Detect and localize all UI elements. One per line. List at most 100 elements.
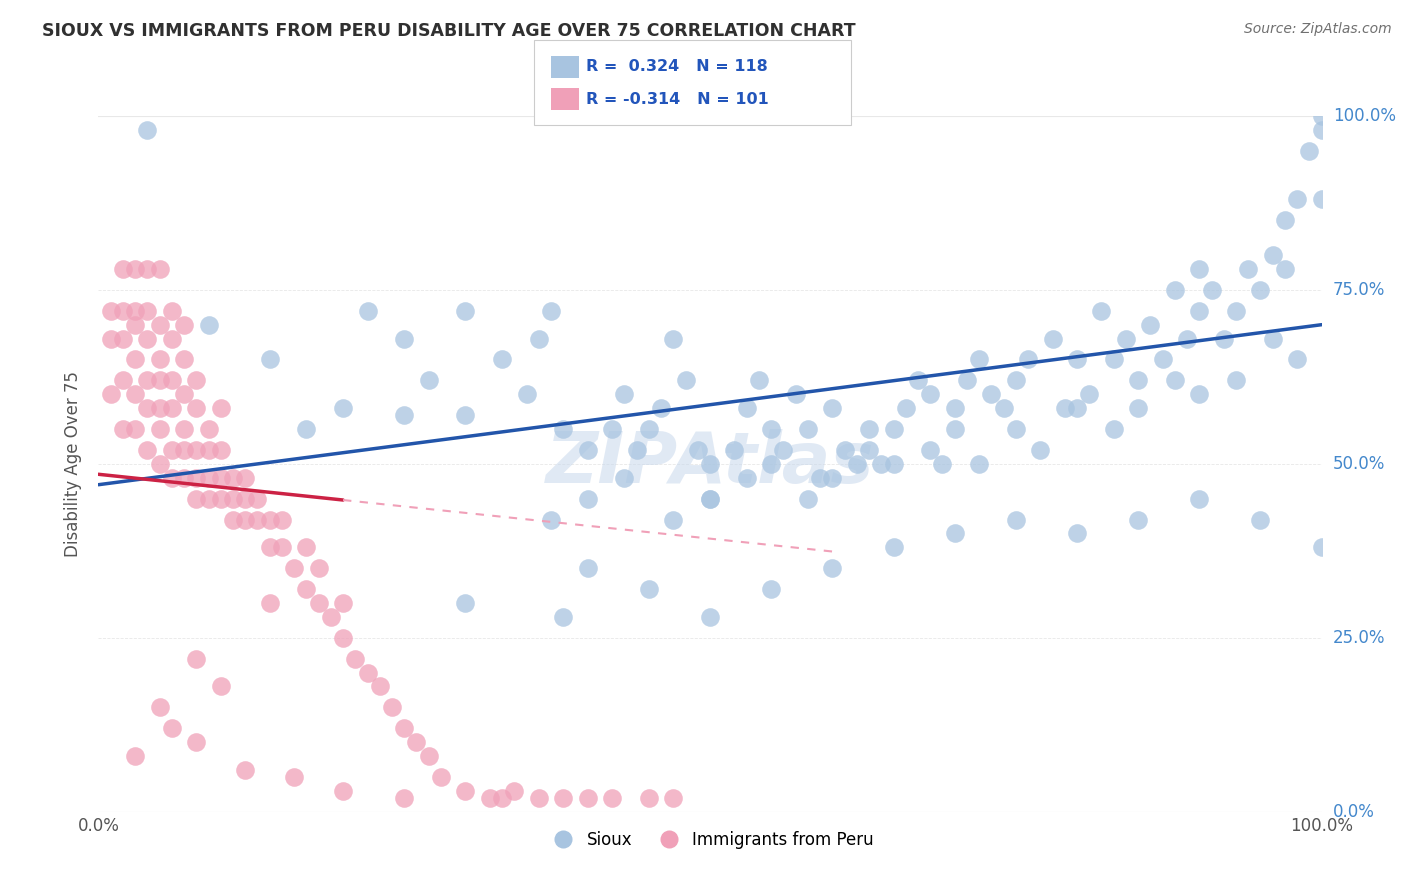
Point [761,422,783,436]
Point [761,457,783,471]
Point [173,442,195,457]
Text: 100.0%: 100.0% [1333,107,1396,125]
Point [136,373,159,387]
Point [1274,262,1296,277]
Point [1188,491,1211,506]
Point [920,442,942,457]
Point [160,303,183,318]
Point [1128,401,1150,416]
Point [186,401,208,416]
Point [1298,144,1320,158]
Point [553,790,575,805]
Point [173,471,195,485]
Point [233,491,256,506]
Point [686,442,709,457]
Point [454,408,477,422]
Point [308,561,330,575]
Point [160,471,183,485]
Point [160,332,183,346]
Point [295,422,318,436]
Point [246,512,269,526]
Point [967,457,990,471]
Text: Source: ZipAtlas.com: Source: ZipAtlas.com [1244,22,1392,37]
Point [553,422,575,436]
Point [503,784,526,798]
Point [149,352,172,367]
Point [858,442,880,457]
Point [600,790,623,805]
Point [332,596,354,610]
Text: R = -0.314   N = 101: R = -0.314 N = 101 [586,92,769,106]
Point [233,763,256,777]
Point [1128,373,1150,387]
Point [149,318,172,332]
Point [637,582,661,596]
Point [1115,332,1137,346]
Point [920,387,942,401]
Point [613,471,636,485]
Point [418,749,440,764]
Point [186,651,208,665]
Point [136,303,159,318]
Point [637,790,661,805]
Point [883,541,905,555]
Point [870,457,893,471]
Point [270,512,294,526]
Point [430,770,453,784]
Point [344,651,367,665]
Point [356,665,378,680]
Point [1164,283,1187,297]
Point [943,526,966,541]
Point [735,401,758,416]
Point [124,318,146,332]
Point [454,596,477,610]
Point [332,631,354,645]
Point [295,541,318,555]
Point [160,442,183,457]
Point [662,512,685,526]
Point [197,422,219,436]
Point [540,303,562,318]
Point [858,422,880,436]
Point [576,561,599,575]
Point [1004,512,1026,526]
Point [785,387,807,401]
Point [1261,332,1284,346]
Point [1017,352,1039,367]
Point [1249,283,1271,297]
Point [821,471,844,485]
Point [600,422,623,436]
Point [797,491,820,506]
Point [222,491,245,506]
Point [111,422,134,436]
Text: 0.0%: 0.0% [1333,803,1375,821]
Point [124,749,146,764]
Point [1102,352,1125,367]
Point [1188,303,1211,318]
Point [1261,248,1284,262]
Point [149,262,172,277]
Point [392,408,416,422]
Point [124,352,146,367]
Point [259,512,281,526]
Point [1066,526,1088,541]
Point [772,442,794,457]
Y-axis label: Disability Age Over 75: Disability Age Over 75 [65,371,83,557]
Legend: Sioux, Immigrants from Peru: Sioux, Immigrants from Peru [540,824,880,855]
Point [943,422,966,436]
Point [576,790,599,805]
Point [283,770,305,784]
Point [1042,332,1064,346]
Point [576,442,599,457]
Point [1066,401,1088,416]
Point [295,582,318,596]
Point [478,790,501,805]
Point [699,457,721,471]
Point [675,373,697,387]
Point [332,401,354,416]
Point [209,442,232,457]
Point [332,784,354,798]
Point [1053,401,1076,416]
Point [197,471,219,485]
Text: SIOUX VS IMMIGRANTS FROM PERU DISABILITY AGE OVER 75 CORRELATION CHART: SIOUX VS IMMIGRANTS FROM PERU DISABILITY… [42,22,856,40]
